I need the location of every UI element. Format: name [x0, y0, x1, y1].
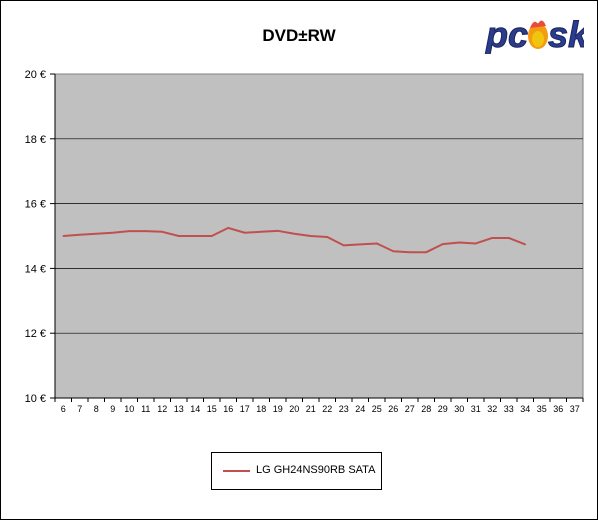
- svg-text:sk: sk: [548, 14, 584, 54]
- x-tick-label: 29: [438, 404, 448, 414]
- x-tick-label: 33: [504, 404, 514, 414]
- y-tick-label: 20 €: [25, 69, 46, 81]
- x-tick-label: 23: [339, 404, 349, 414]
- x-tick-label: 8: [94, 404, 99, 414]
- x-tick-label: 21: [306, 404, 316, 414]
- data-point: [210, 235, 213, 237]
- series-layer: [62, 226, 527, 254]
- data-point: [111, 231, 114, 234]
- data-point: [161, 230, 164, 233]
- data-point: [441, 243, 444, 245]
- data-point: [408, 251, 411, 253]
- x-tick-label: 37: [570, 404, 580, 414]
- x-tick-label: 9: [110, 404, 115, 414]
- data-point: [78, 233, 81, 236]
- svg-text:pc: pc: [485, 14, 528, 54]
- data-point: [194, 235, 197, 237]
- x-tick-label: 25: [372, 404, 382, 414]
- x-tick-label: 24: [355, 404, 365, 414]
- y-tick-label: 18 €: [25, 134, 46, 146]
- flame-icon: [528, 20, 548, 49]
- data-point: [144, 230, 147, 232]
- data-point: [62, 235, 65, 237]
- data-point: [276, 230, 279, 232]
- pctuning-logo: pc sk: [485, 14, 585, 54]
- x-tick-label: 17: [240, 404, 250, 414]
- data-point: [524, 243, 527, 246]
- data-point: [458, 241, 461, 244]
- x-tick-label: 19: [273, 404, 283, 414]
- data-point: [491, 237, 494, 239]
- y-tick-label: 16 €: [25, 199, 46, 211]
- data-point: [392, 250, 395, 253]
- x-tick-label: 27: [405, 404, 415, 414]
- data-point: [342, 244, 345, 247]
- data-point: [260, 230, 263, 233]
- data-point: [227, 227, 230, 229]
- x-tick-label: 6: [61, 404, 66, 414]
- x-tick-label: 35: [537, 404, 547, 414]
- x-tick-label: 36: [553, 404, 563, 414]
- y-tick-label: 14 €: [25, 263, 46, 275]
- data-point: [309, 235, 312, 237]
- x-tick-label: 34: [520, 404, 530, 414]
- gridlines: [55, 138, 583, 334]
- data-point: [243, 231, 246, 234]
- data-point: [474, 242, 477, 245]
- data-point: [425, 251, 428, 253]
- data-point: [95, 232, 98, 235]
- x-tick-label: 22: [322, 404, 332, 414]
- x-tick-label: 30: [454, 404, 464, 414]
- legend-swatch: [223, 470, 250, 472]
- x-tick-label: 20: [289, 404, 299, 414]
- x-tick-label: 10: [124, 404, 134, 414]
- data-point: [326, 236, 329, 238]
- x-tick-label: 31: [471, 404, 481, 414]
- data-point: [293, 232, 296, 235]
- data-point: [128, 230, 131, 232]
- x-tick-label: 26: [388, 404, 398, 414]
- legend-label: LG GH24NS90RB SATA: [256, 464, 376, 476]
- data-point: [359, 243, 362, 246]
- x-tick-label: 18: [256, 404, 266, 414]
- x-axis: 6 7 8 9 10 11 12 13 14 15 16 17 18 19 20 21 22 23 24 25 26 27…: [54, 397, 584, 414]
- x-tick-label: 15: [207, 404, 217, 414]
- x-tick-label: 32: [487, 404, 497, 414]
- y-axis: 10 € 12 € 14 € 16 € 18 € 20 €: [25, 69, 56, 405]
- data-point: [375, 242, 378, 245]
- chart-title: DVD±RW: [262, 26, 336, 45]
- data-point: [177, 235, 180, 237]
- x-tick-label: 13: [174, 404, 184, 414]
- x-tick-label: 14: [190, 404, 200, 414]
- x-tick-label: 12: [157, 404, 167, 414]
- x-tick-label: 11: [141, 404, 150, 414]
- x-tick-label: 28: [421, 404, 431, 414]
- x-tick-label: 7: [77, 404, 82, 414]
- y-tick-label: 10 €: [25, 393, 46, 405]
- x-tick-label: 16: [223, 404, 233, 414]
- data-point: [507, 237, 510, 239]
- legend: LG GH24NS90RB SATA: [211, 452, 382, 490]
- y-tick-label: 12 €: [25, 328, 46, 340]
